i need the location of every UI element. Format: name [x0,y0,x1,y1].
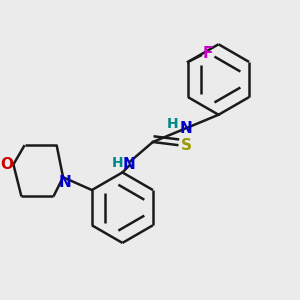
Text: O: O [0,157,13,172]
Text: N: N [58,175,71,190]
Text: H: H [167,117,179,130]
Text: N: N [179,121,192,136]
Text: S: S [181,138,192,153]
Text: N: N [122,157,135,172]
Text: F: F [202,46,213,62]
Text: H: H [112,156,123,170]
